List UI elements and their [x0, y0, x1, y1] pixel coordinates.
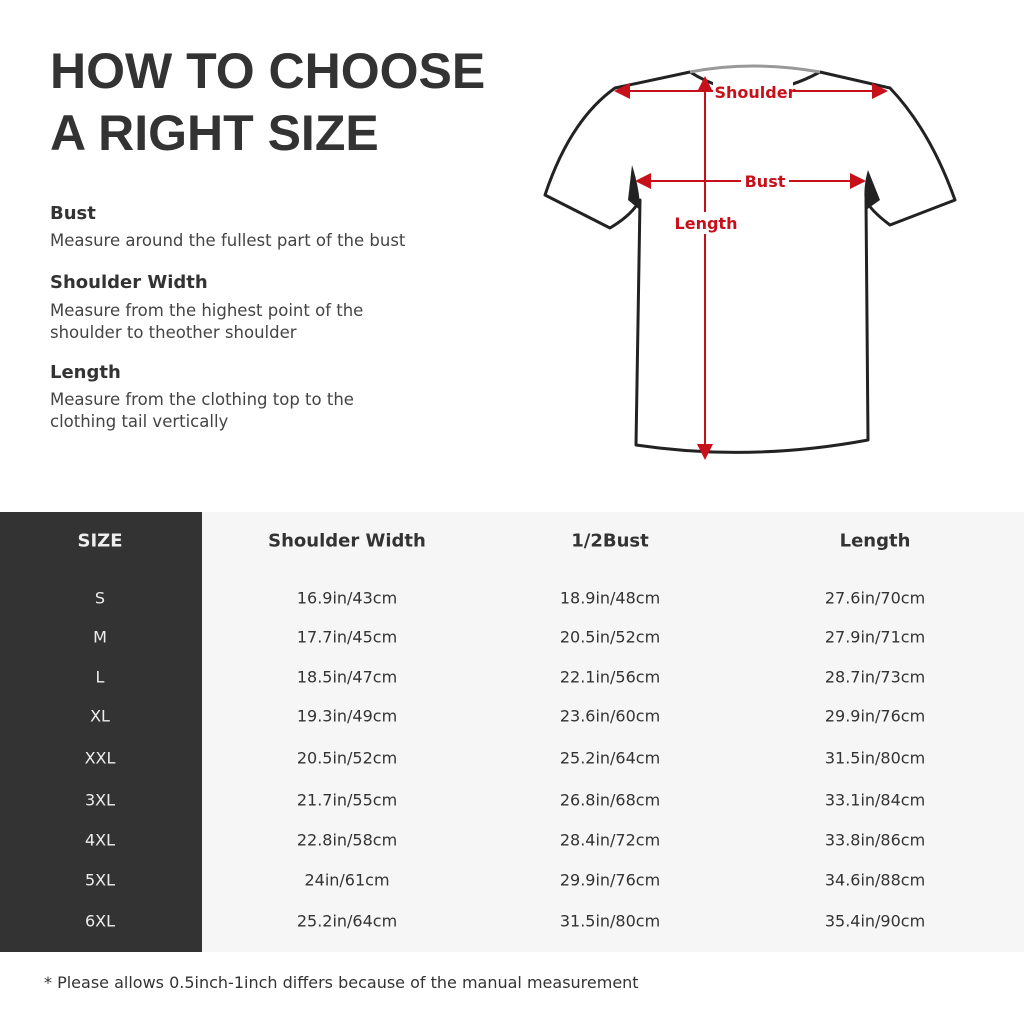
- size-label: M: [93, 627, 107, 647]
- column-header: Shoulder Width: [268, 530, 426, 552]
- table-cell: 17.7in/45cm: [296, 627, 398, 647]
- tshirt-diagram: Shoulder Bust Length: [543, 64, 957, 460]
- table-cell: 23.6in/60cm: [559, 706, 661, 726]
- table-cell: 25.2in/64cm: [296, 911, 398, 931]
- guide-desc-bust: Measure around the fullest part of the b…: [50, 231, 406, 250]
- table-cell: 25.2in/64cm: [559, 748, 661, 768]
- guide-term-shoulder: Shoulder Width: [50, 272, 208, 293]
- table-cell: 22.8in/58cm: [296, 830, 398, 850]
- table-cell: 19.3in/49cm: [296, 706, 398, 726]
- column-header: SIZE: [77, 530, 123, 552]
- table-cell: 29.9in/76cm: [824, 706, 926, 726]
- table-cell: 29.9in/76cm: [559, 870, 661, 890]
- title-line-1: HOW TO CHOOSE: [50, 43, 486, 99]
- size-label: S: [94, 588, 106, 608]
- shoulder-label: Shoulder: [715, 83, 796, 102]
- size-label: 3XL: [84, 790, 116, 810]
- tshirt-outline: [543, 70, 957, 454]
- size-label: 5XL: [84, 870, 116, 890]
- table-cell: 27.9in/71cm: [824, 627, 926, 647]
- table-cell: 34.6in/88cm: [824, 870, 926, 890]
- table-cell: 31.5in/80cm: [824, 748, 926, 768]
- column-header: Length: [839, 530, 911, 552]
- size-label: L: [95, 667, 105, 687]
- guide-desc-length: Measure from the clothing top to the clo…: [50, 390, 354, 431]
- table-cell: 27.6in/70cm: [824, 588, 926, 608]
- column-header: 1/2Bust: [571, 530, 649, 552]
- table-cell: 21.7in/55cm: [296, 790, 398, 810]
- size-label: XL: [90, 706, 110, 726]
- size-label: XXL: [84, 748, 116, 768]
- bust-label: Bust: [745, 172, 786, 191]
- title-line-2: A RIGHT SIZE: [50, 105, 379, 161]
- table-cell: 18.5in/47cm: [296, 667, 398, 687]
- size-column: [0, 512, 202, 952]
- size-label: 6XL: [84, 911, 116, 931]
- measurement-note: * Please allows 0.5inch-1inch differs be…: [44, 973, 639, 992]
- size-table: SIZE Shoulder Width 1/2Bust Length S 16.9in/4…: [0, 512, 1024, 952]
- guide-desc-shoulder: Measure from the highest point of the sh…: [50, 301, 364, 342]
- page-title: HOW TO CHOOSE A RIGHT SIZE: [50, 40, 485, 164]
- table-cell: 28.7in/73cm: [824, 667, 926, 687]
- table-cell: 28.4in/72cm: [559, 830, 661, 850]
- table-cell: 31.5in/80cm: [559, 911, 661, 931]
- size-label: 4XL: [84, 830, 116, 850]
- guide-term-bust: Bust: [50, 203, 96, 224]
- table-cell: 20.5in/52cm: [296, 748, 398, 768]
- table-cell: 22.1in/56cm: [559, 667, 661, 687]
- table-cell: 20.5in/52cm: [559, 627, 661, 647]
- length-label: Length: [675, 214, 738, 233]
- table-cell: 35.4in/90cm: [824, 911, 926, 931]
- table-cell: 16.9in/43cm: [296, 588, 398, 608]
- table-cell: 24in/61cm: [304, 870, 390, 890]
- table-cell: 33.1in/84cm: [824, 790, 926, 810]
- table-cell: 26.8in/68cm: [559, 790, 661, 810]
- guide-term-length: Length: [50, 362, 121, 383]
- table-cell: 18.9in/48cm: [559, 588, 661, 608]
- table-cell: 33.8in/86cm: [824, 830, 926, 850]
